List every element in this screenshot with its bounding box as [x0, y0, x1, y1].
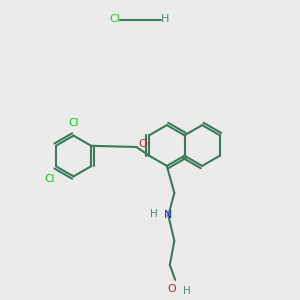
Text: H: H [150, 209, 158, 219]
Text: Cl: Cl [109, 14, 120, 25]
Text: N: N [164, 210, 172, 220]
Text: O: O [138, 139, 147, 149]
Text: H: H [160, 14, 169, 25]
Text: O: O [168, 284, 177, 294]
Text: Cl: Cl [68, 118, 79, 128]
Text: Cl: Cl [45, 174, 55, 184]
Text: H: H [183, 286, 190, 296]
